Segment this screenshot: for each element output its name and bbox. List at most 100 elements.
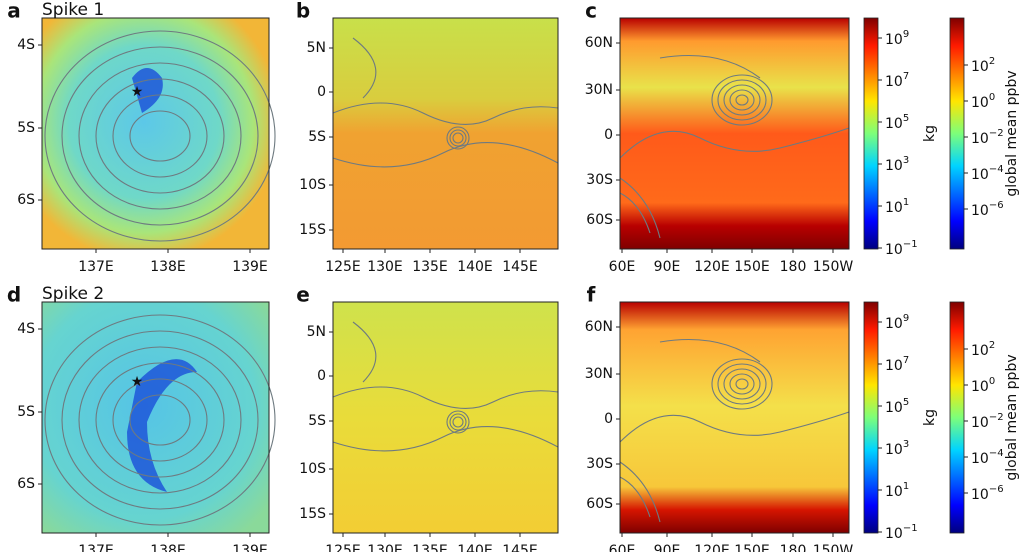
colorbar-tick-label: 107: [885, 71, 909, 90]
y-tick-label: 5S: [17, 404, 35, 420]
tick-base: 10: [885, 242, 903, 258]
tick-exponent: −6: [989, 484, 1004, 495]
colorbar: [949, 301, 965, 534]
contour: [735, 378, 749, 390]
tick-exponent: −1: [903, 239, 918, 250]
colorbar-tick-label: 10−1: [885, 523, 918, 542]
y-tick-label: 4S: [17, 37, 35, 53]
contour: [44, 30, 276, 242]
colorbar-tick-label: 109: [885, 29, 909, 48]
x-tick-label: 139E: [232, 543, 268, 552]
panel-title: Spike 1: [42, 0, 104, 20]
colorbar-tick-label: 105: [885, 113, 909, 132]
x-tick-label: 60E: [609, 259, 636, 275]
x-tick-label: 138E: [150, 259, 186, 275]
panel-letter: a: [7, 0, 21, 23]
colorbar-label: kg: [922, 409, 938, 426]
y-tick-label: 6S: [17, 476, 35, 492]
tick-exponent: 1: [903, 481, 909, 492]
map-background: [620, 18, 849, 249]
tick-exponent: 0: [989, 376, 995, 387]
tick-exponent: 3: [903, 155, 909, 166]
y-tick-label: 6S: [17, 192, 35, 208]
x-tick-label: 137E: [78, 543, 114, 552]
colorbar-tick-label: 10−2: [971, 412, 1004, 431]
y-tick-label: 4S: [17, 321, 35, 337]
colorbar-tick-label: 10−4: [971, 164, 1004, 183]
x-tick-label: 60E: [609, 543, 636, 552]
colorbar-label: kg: [922, 125, 938, 142]
panel-letter: f: [587, 283, 596, 307]
map-background: [42, 302, 269, 533]
contour: [717, 363, 767, 405]
crater-contour: [449, 413, 467, 431]
map-background: [333, 302, 558, 533]
x-tick-label: 120E: [694, 543, 730, 552]
colorbar-tick-label: 102: [971, 56, 995, 75]
tick-base: 10: [971, 487, 989, 503]
y-tick-label: 5N: [307, 40, 326, 56]
y-tick-label: 5S: [308, 413, 326, 429]
colorbar: [949, 17, 965, 250]
y-tick-label: 0: [317, 84, 326, 100]
contour: [61, 46, 259, 226]
tick-base: 10: [971, 167, 989, 183]
map-frame: [41, 301, 270, 534]
contour: [619, 338, 850, 523]
panel-letter: e: [296, 283, 310, 307]
crater-contour: [452, 416, 464, 428]
colorbar-tick-label: 10−6: [971, 484, 1004, 503]
contour: [711, 358, 773, 410]
map-frame: [619, 301, 850, 534]
colorbar-tick-label: 109: [885, 313, 909, 332]
contour: [723, 84, 761, 116]
tick-base: 10: [885, 32, 903, 48]
x-tick-label: 120E: [694, 259, 730, 275]
colorbar: [863, 17, 879, 250]
x-tick-label: 140E: [457, 543, 493, 552]
x-tick-label: 139E: [232, 259, 268, 275]
y-tick-label: 0: [604, 411, 613, 427]
panel-letter: d: [7, 283, 21, 307]
contour: [95, 78, 225, 194]
contour: [61, 330, 259, 510]
map-frame: [332, 301, 559, 534]
x-tick-label: 145E: [502, 259, 538, 275]
tick-base: 10: [971, 131, 989, 147]
x-tick-label: 138E: [150, 543, 186, 552]
tick-base: 10: [971, 379, 989, 395]
x-tick-label: 90E: [654, 543, 681, 552]
panel-title: Spike 2: [42, 284, 104, 304]
y-tick-label: 5N: [307, 324, 326, 340]
y-tick-label: 30N: [585, 82, 613, 98]
tick-exponent: −4: [989, 164, 1004, 175]
panel-letter: c: [585, 0, 597, 23]
tick-exponent: 7: [903, 355, 909, 366]
y-tick-label: 30S: [586, 456, 613, 472]
marker: ★: [131, 84, 144, 100]
y-tick-label: 10S: [299, 177, 326, 193]
panel-letter: b: [296, 0, 310, 23]
contour: [717, 79, 767, 121]
tick-exponent: 2: [989, 56, 995, 67]
contour: [129, 394, 191, 446]
tick-base: 10: [885, 400, 903, 416]
y-tick-label: 60N: [585, 319, 613, 335]
contour: [729, 373, 755, 395]
contour: [78, 346, 242, 494]
tick-exponent: −6: [989, 200, 1004, 211]
y-tick-label: 60S: [586, 212, 613, 228]
x-tick-label: 90E: [654, 259, 681, 275]
y-tick-label: 60N: [585, 35, 613, 51]
tick-exponent: 7: [903, 71, 909, 82]
contour: [95, 362, 225, 478]
y-tick-label: 15S: [299, 222, 326, 238]
colorbar-tick-label: 105: [885, 397, 909, 416]
tick-exponent: 0: [989, 92, 995, 103]
y-tick-label: 10S: [299, 461, 326, 477]
x-tick-label: 135E: [412, 543, 448, 552]
tick-exponent: −1: [903, 523, 918, 534]
x-tick-label: 150W: [813, 543, 854, 552]
map-frame: [41, 17, 270, 250]
